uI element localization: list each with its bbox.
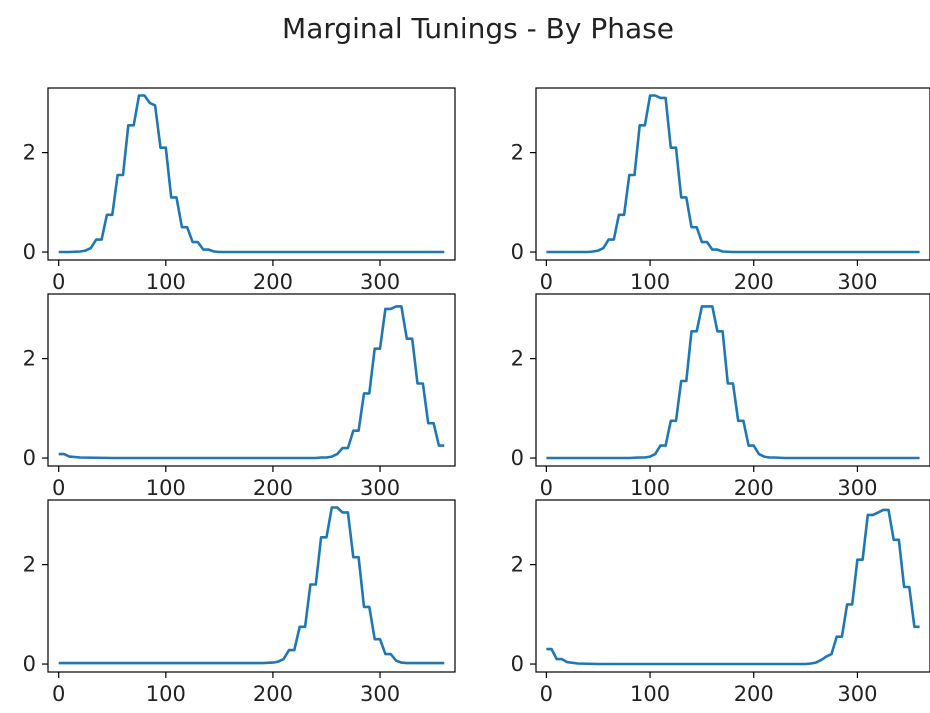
x-tick-label: 0	[52, 682, 65, 706]
axes-frame	[535, 293, 930, 467]
x-tick-label: 100	[146, 476, 186, 500]
subplot-3: 0 100 200 300 0 2	[23, 293, 456, 500]
tuning-curve-line	[546, 94, 920, 254]
x-tick-label: 300	[837, 270, 877, 294]
y-tick-label: 2	[511, 347, 524, 371]
axes-frame	[535, 87, 930, 261]
x-tick-label: 100	[630, 270, 670, 294]
axes-frame	[47, 87, 456, 261]
x-tick-label: 0	[540, 682, 553, 706]
x-tick-label: 200	[253, 682, 293, 706]
x-tick-label: 0	[540, 270, 553, 294]
tuning-curve-line	[546, 508, 920, 666]
y-tick-label: 2	[23, 141, 36, 165]
x-tick-label: 100	[630, 682, 670, 706]
x-tick-label: 200	[734, 682, 774, 706]
subplot-5: 0 100 200 300 0 2	[23, 499, 456, 706]
x-tick-label: 100	[630, 476, 670, 500]
y-tick-label: 0	[511, 446, 524, 470]
x-tick-label: 0	[52, 270, 65, 294]
axes-frame	[47, 293, 456, 467]
x-tick-label: 0	[52, 476, 65, 500]
x-tick-label: 0	[540, 476, 553, 500]
y-tick-label: 0	[511, 652, 524, 676]
x-tick-label: 300	[837, 476, 877, 500]
x-tick-label: 100	[146, 682, 186, 706]
y-tick-label: 2	[23, 347, 36, 371]
axes-frame	[535, 499, 930, 673]
figure-title: Marginal Tunings - By Phase	[282, 12, 674, 45]
subplot-4: 0 100 200 300 0 2	[511, 293, 930, 500]
tuning-curve-line	[58, 506, 445, 665]
x-tick-label: 300	[360, 270, 400, 294]
subplot-2: 0 100 200 300 0 2	[511, 87, 930, 294]
subplot-1: 0 100 200 300 0 2	[23, 87, 456, 294]
tuning-curve-line	[58, 94, 445, 254]
x-tick-label: 300	[360, 682, 400, 706]
axes-frame	[47, 499, 456, 673]
y-tick-label: 0	[23, 240, 36, 264]
y-tick-label: 0	[23, 446, 36, 470]
x-tick-label: 300	[837, 682, 877, 706]
subplot-6: 0 100 200 300 0 2	[511, 499, 930, 706]
y-tick-label: 0	[511, 240, 524, 264]
x-tick-label: 200	[734, 476, 774, 500]
x-tick-label: 300	[360, 476, 400, 500]
y-tick-label: 2	[23, 553, 36, 577]
y-tick-label: 2	[511, 141, 524, 165]
x-tick-label: 200	[253, 476, 293, 500]
y-tick-label: 0	[23, 652, 36, 676]
x-tick-label: 100	[146, 270, 186, 294]
y-tick-label: 2	[511, 553, 524, 577]
tuning-curve-line	[546, 305, 920, 460]
x-tick-label: 200	[734, 270, 774, 294]
tuning-curve-line	[58, 305, 445, 460]
x-tick-label: 200	[253, 270, 293, 294]
